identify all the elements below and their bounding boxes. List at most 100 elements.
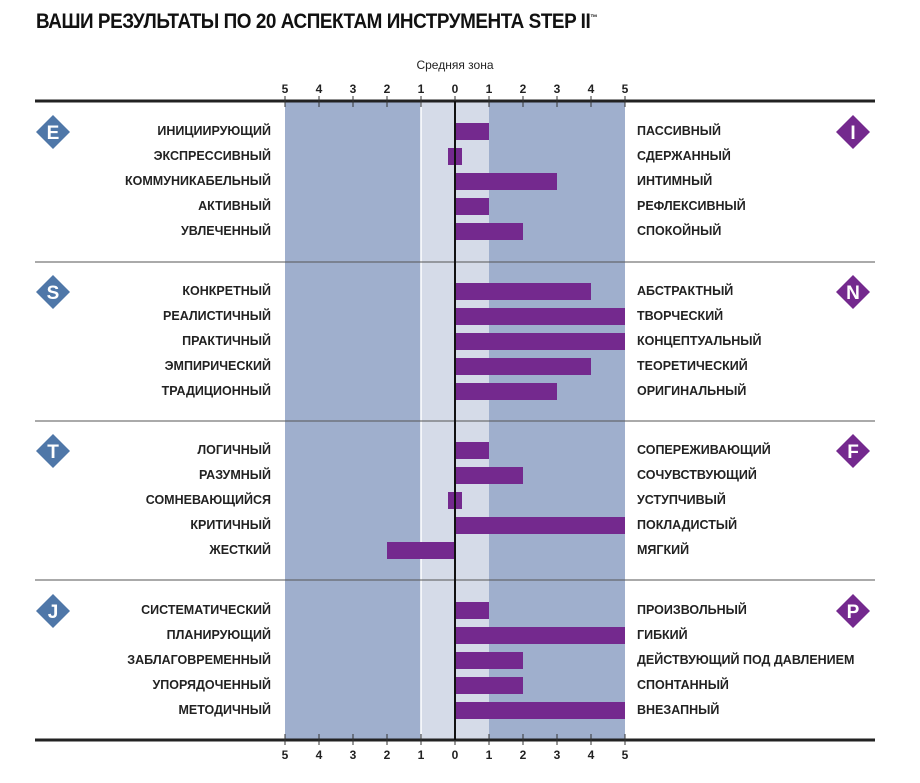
bottom-tick-label: 2 [520,748,527,762]
left-badge-letter: T [47,442,59,463]
bar [455,198,489,215]
left-pole-label: ПРАКТИЧНЫЙ [182,333,271,348]
bar [455,602,489,619]
right-pole-label: ТВОРЧЕСКИЙ [637,308,723,323]
left-pole-label: КРИТИЧНЫЙ [190,517,271,532]
left-pole-label: РАЗУМНЫЙ [199,467,271,482]
left-pole-label: УПОРЯДОЧЕННЫЙ [152,677,271,692]
bar [455,308,625,325]
left-badge-E [36,115,70,149]
left-badge-J [36,594,70,628]
bar [455,677,523,694]
page-title: ВАШИ РЕЗУЛЬТАТЫ ПО 20 АСПЕКТАМ ИНСТРУМЕН… [36,10,597,34]
left-badge-S [36,275,70,309]
left-pole-label: КОММУНИКАБЕЛЬНЫЙ [125,173,271,188]
left-pole-label: ЗАБЛАГОВРЕМЕННЫЙ [127,652,271,667]
top-tick-label: 1 [418,82,425,96]
left-pole-label: ЖЕСТКИЙ [208,542,271,557]
left-pole-label: МЕТОДИЧНЫЙ [178,702,271,717]
bar [455,223,523,240]
left-pole-label: ПЛАНИРУЮЩИЙ [167,627,271,642]
top-tick-label: 3 [554,82,561,96]
right-pole-label: ВНЕЗАПНЫЙ [637,702,719,717]
left-pole-label: СИСТЕМАТИЧЕСКИЙ [141,602,271,617]
left-pole-label: ЭКСПРЕССИВНЫЙ [154,148,271,163]
left-pole-label: ТРАДИЦИОННЫЙ [162,383,271,398]
top-tick-label: 2 [520,82,527,96]
top-tick-label: 2 [384,82,391,96]
bar [455,652,523,669]
bottom-tick-label: 0 [452,748,459,762]
mid-zone-label: Средняя зона [416,58,494,72]
top-tick-label: 0 [452,82,459,96]
left-badge-letter: J [48,602,59,623]
right-badge-I [836,115,870,149]
bar [455,702,625,719]
right-pole-label: СДЕРЖАННЫЙ [637,148,731,163]
title-text: ВАШИ РЕЗУЛЬТАТЫ ПО 20 АСПЕКТАМ ИНСТРУМЕН… [36,10,591,33]
right-pole-label: ДЕЙСТВУЮЩИЙ ПОД ДАВЛЕНИЕМ [637,652,854,667]
right-badge-letter: F [847,442,859,463]
right-pole-label: ПОКЛАДИСТЫЙ [637,517,737,532]
right-pole-label: КОНЦЕПТУАЛЬНЫЙ [637,333,762,348]
right-pole-label: ОРИГИНАЛЬНЫЙ [637,383,746,398]
right-pole-label: ИНТИМНЫЙ [637,173,712,188]
bar [387,542,455,559]
right-badge-F [836,434,870,468]
bottom-tick-label: 4 [316,748,323,762]
left-badge-T [36,434,70,468]
top-tick-label: 4 [588,82,595,96]
bottom-tick-label: 4 [588,748,595,762]
top-tick-label: 5 [622,82,629,96]
left-pole-label: ЛОГИЧНЫЙ [197,442,271,457]
right-pole-label: МЯГКИЙ [637,542,689,557]
right-pole-label: СОЧУВСТВУЮЩИЙ [637,467,757,482]
right-pole-label: ГИБКИЙ [637,627,688,642]
bottom-tick-label: 2 [384,748,391,762]
bottom-tick-label: 3 [554,748,561,762]
bar [455,383,557,400]
bar [455,517,625,534]
bar [455,467,523,484]
right-pole-label: УСТУПЧИВЫЙ [637,492,726,507]
left-pole-label: ЭМПИРИЧЕСКИЙ [165,358,271,373]
top-tick-label: 3 [350,82,357,96]
trademark: ™ [590,13,598,22]
left-pole-label: РЕАЛИСТИЧНЫЙ [163,308,271,323]
right-pole-label: ПРОИЗВОЛЬНЫЙ [637,602,747,617]
bottom-tick-label: 5 [282,748,289,762]
left-badge-letter: S [47,283,60,304]
top-tick-label: 1 [486,82,493,96]
bar [455,627,625,644]
right-pole-label: СОПЕРЕЖИВАЮЩИЙ [637,442,771,457]
left-pole-label: АКТИВНЫЙ [198,198,271,213]
bar [455,358,591,375]
bar [455,173,557,190]
right-badge-N [836,275,870,309]
right-pole-label: РЕФЛЕКСИВНЫЙ [637,198,746,213]
right-badge-letter: P [847,602,860,623]
left-pole-label: КОНКРЕТНЫЙ [182,283,271,298]
left-pole-label: СОМНЕВАЮЩИЙСЯ [146,492,271,507]
left-pole-label: УВЛЕЧЕННЫЙ [181,223,271,238]
left-badge-letter: E [47,123,60,144]
right-badge-P [836,594,870,628]
bottom-tick-label: 3 [350,748,357,762]
bar [455,123,489,140]
right-pole-label: ТЕОРЕТИЧЕСКИЙ [637,358,748,373]
right-pole-label: СПОНТАННЫЙ [637,677,729,692]
bar [455,283,591,300]
top-tick-label: 4 [316,82,323,96]
right-badge-letter: I [850,123,855,144]
top-tick-label: 5 [282,82,289,96]
right-pole-label: СПОКОЙНЫЙ [637,223,721,238]
left-pole-label: ИНИЦИИРУЮЩИЙ [157,123,271,138]
right-badge-letter: N [846,283,860,304]
bottom-tick-label: 1 [486,748,493,762]
bar [455,333,625,350]
bottom-tick-label: 5 [622,748,629,762]
right-pole-label: АБСТРАКТНЫЙ [637,283,733,298]
right-pole-label: ПАССИВНЫЙ [637,123,721,138]
